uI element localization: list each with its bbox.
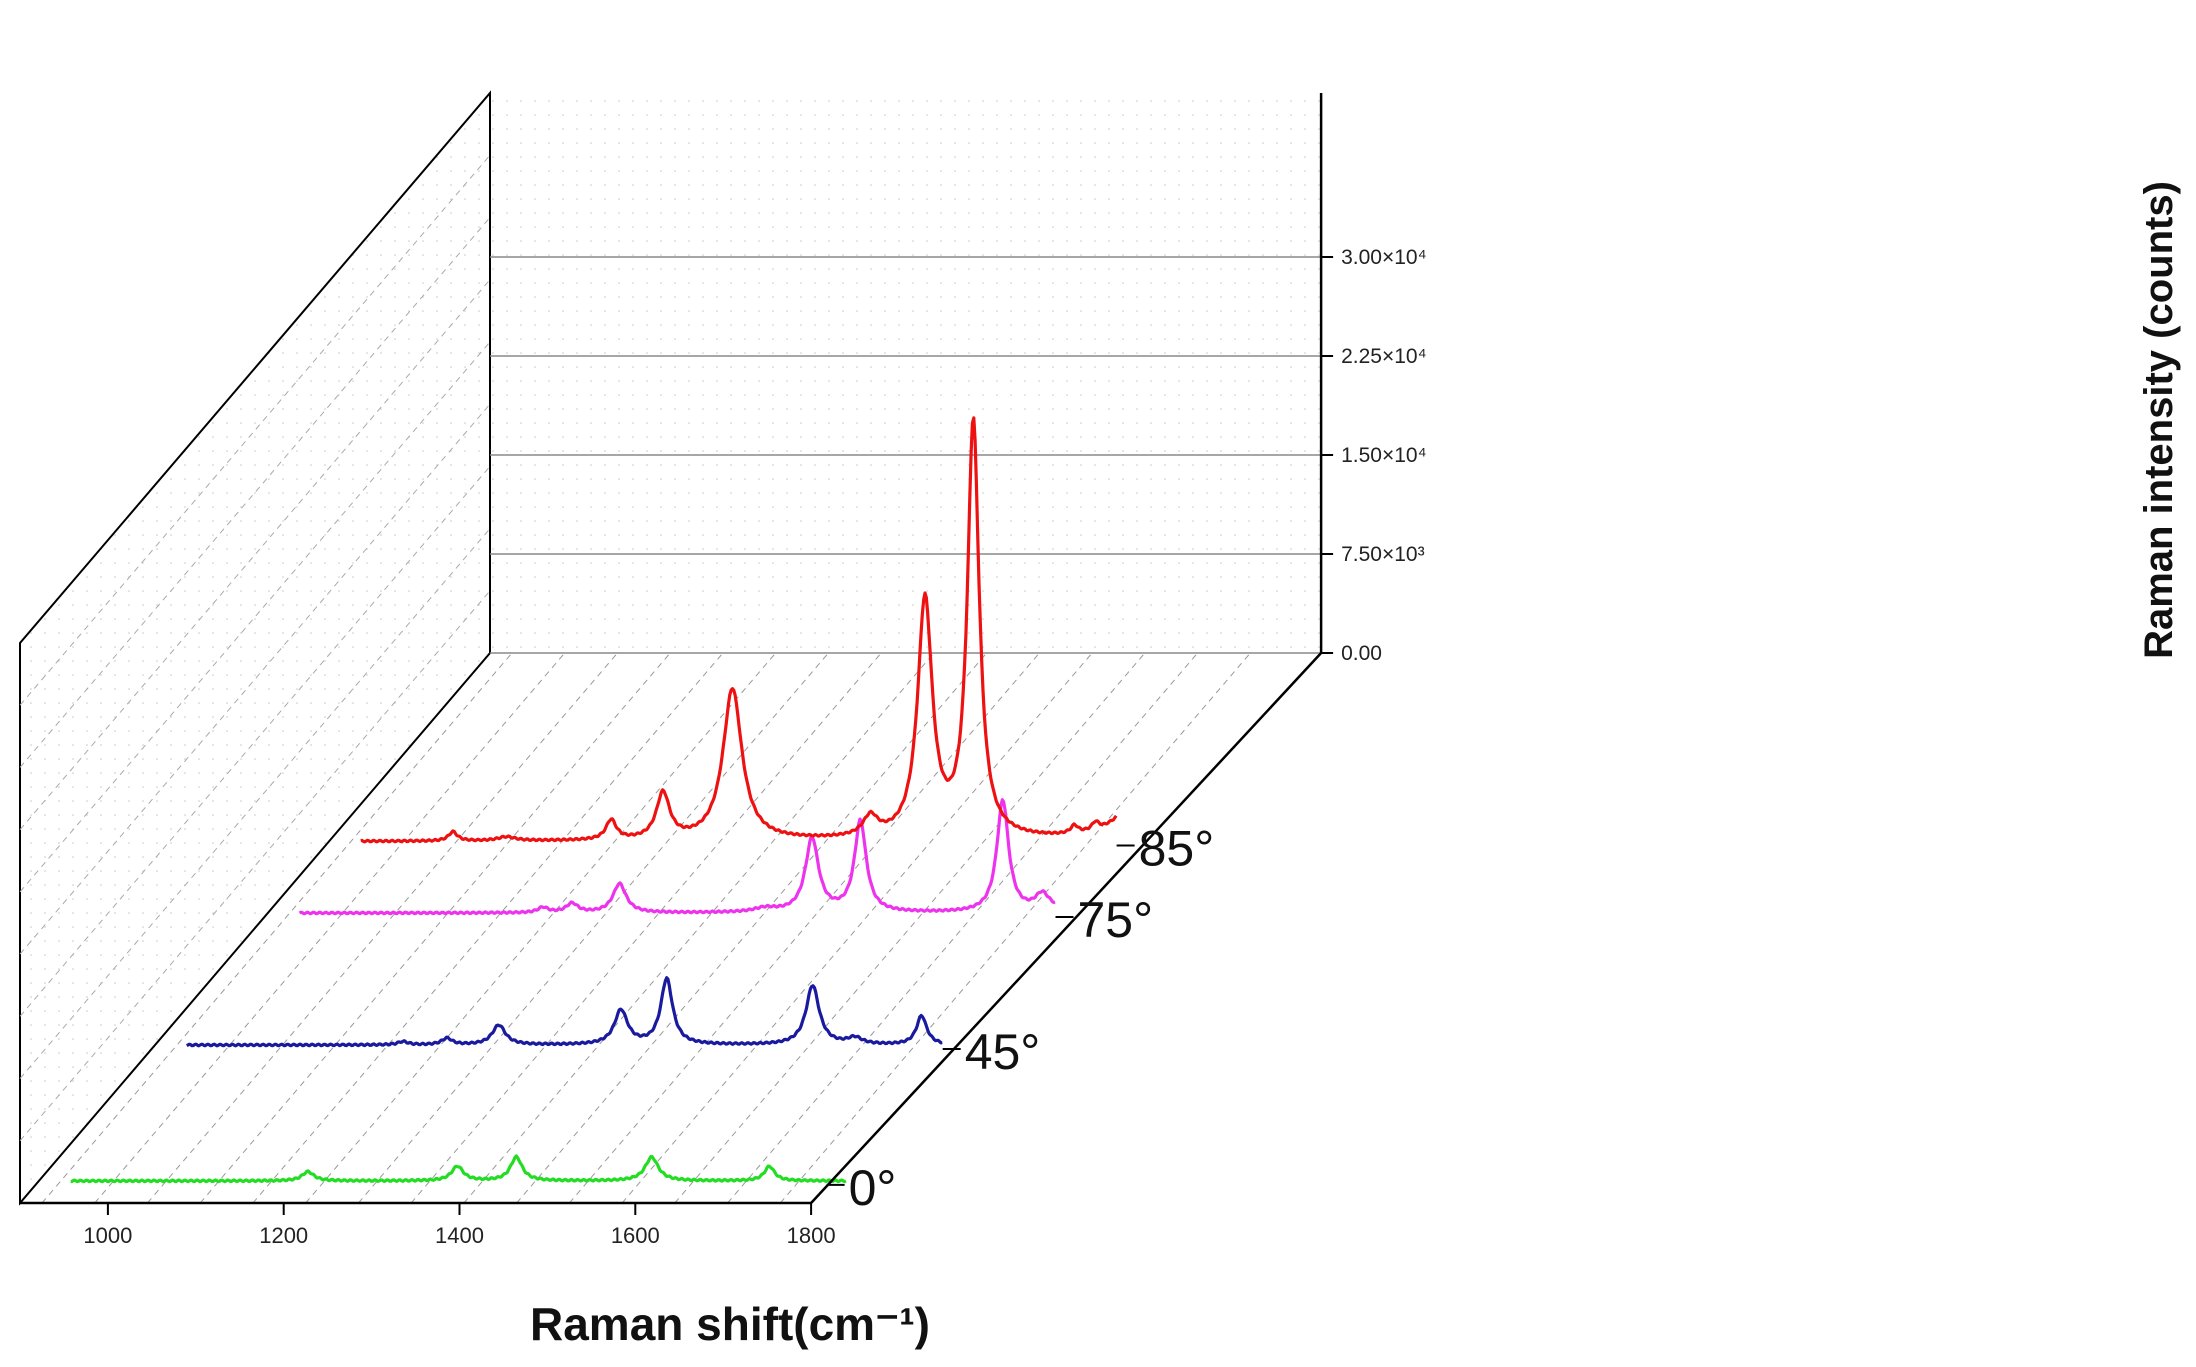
depth-label: 45°	[965, 1024, 1041, 1080]
series-layer	[70, 416, 1118, 1184]
chart-gridlines	[19, 154, 1322, 1204]
chart-axes	[20, 93, 1334, 1215]
series-line-3	[360, 416, 1118, 844]
x-tick-label: 1800	[787, 1223, 836, 1248]
floor-gridline	[779, 652, 1251, 1204]
x-tick-label: 1400	[435, 1223, 484, 1248]
left-wall	[19, 90, 491, 1206]
chart-labels: 1000 1200 1400 1600 1800 0.00 7.50×10³ 1.50×10⁴…	[83, 246, 1426, 1248]
floor-gridline	[674, 652, 1146, 1204]
floor-gridline	[621, 652, 1093, 1204]
back-wall	[490, 93, 1322, 653]
z-tick-label: 7.50×10³	[1341, 543, 1425, 566]
floor-gridline	[463, 652, 935, 1204]
depth-label: 75°	[1078, 892, 1154, 948]
z-tick-label: 3.00×10⁴	[1341, 246, 1427, 269]
floor-gridline	[410, 652, 882, 1204]
z-tick-label: 1.50×10⁴	[1341, 444, 1427, 467]
x-tick-label: 1600	[611, 1223, 660, 1248]
series-line-1	[185, 976, 943, 1048]
z-tick-label: 2.25×10⁴	[1341, 345, 1427, 368]
depth-label: 0°	[849, 1160, 897, 1216]
z-axis-title: Raman intensity (counts)	[2137, 181, 2181, 659]
floor-gridline	[568, 652, 1040, 1204]
x-axis-title: Raman shift(cm⁻¹)	[530, 1298, 930, 1350]
floor-gridline	[516, 652, 988, 1204]
series-line-2	[298, 798, 1056, 916]
series-line-0	[70, 1154, 847, 1184]
x-tick-label: 1000	[83, 1223, 132, 1248]
chart-walls	[19, 90, 1322, 1206]
z-tick-label: 0.00	[1341, 642, 1382, 665]
floor-gridline	[358, 652, 829, 1204]
x-tick-label: 1200	[259, 1223, 308, 1248]
depth-axis-line	[810, 652, 1323, 1204]
depth-label: 85°	[1139, 821, 1215, 877]
